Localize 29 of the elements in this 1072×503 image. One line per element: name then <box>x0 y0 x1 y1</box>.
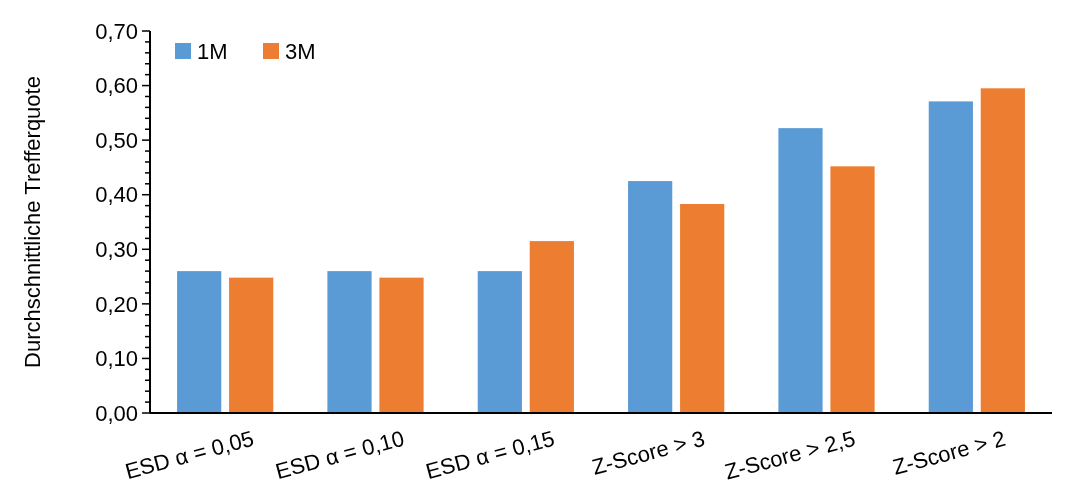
bar <box>830 166 875 413</box>
bar <box>680 203 725 413</box>
bar <box>379 277 424 413</box>
y-tick-label: 0,00 <box>95 400 138 426</box>
bar <box>529 241 574 413</box>
bar <box>229 277 274 413</box>
bar <box>980 88 1025 413</box>
y-tick-label: 0,20 <box>95 291 138 317</box>
y-tick-label: 0,40 <box>95 182 138 208</box>
y-tick-label: 0,60 <box>95 73 138 99</box>
legend-label: 3M <box>285 38 316 64</box>
x-tick-label: Z-Score > 3 <box>589 425 708 480</box>
x-tick-label: Z-Score > 2,5 <box>722 425 858 485</box>
bar <box>327 271 372 413</box>
y-tick-label: 0,30 <box>95 236 138 262</box>
bar <box>928 101 973 413</box>
bar <box>778 128 823 413</box>
bar <box>177 271 222 413</box>
legend-label: 1M <box>197 38 228 64</box>
x-tick-label: ESD α = 0,10 <box>272 425 407 484</box>
y-axis-title: Durchschnittliche Trefferquote <box>20 76 45 368</box>
y-tick-label: 0,70 <box>95 18 138 44</box>
bar <box>477 271 522 413</box>
bar <box>628 181 673 413</box>
x-tick-label: ESD α = 0,15 <box>423 425 558 484</box>
x-tick-label: Z-Score > 2 <box>890 425 1009 480</box>
x-tick-label: ESD α = 0,05 <box>122 425 257 484</box>
y-tick-label: 0,50 <box>95 127 138 153</box>
y-tick-label: 0,10 <box>95 346 138 372</box>
